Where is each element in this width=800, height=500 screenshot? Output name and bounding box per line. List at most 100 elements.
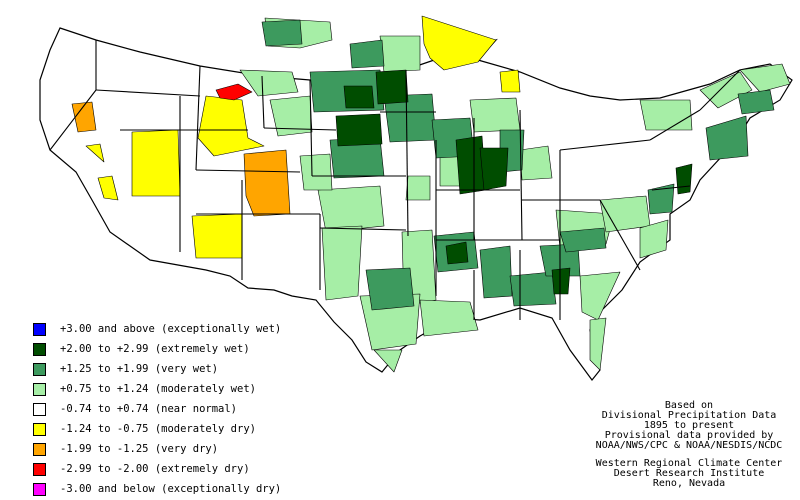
state-line [649, 109, 701, 141]
legend-label: -1.99 to -1.25 (very dry) [60, 443, 219, 455]
legend-row-extremely-dry: -2.99 to -2.00 (extremely dry) [33, 459, 333, 479]
division [559, 227, 607, 253]
legend-swatch [33, 442, 46, 456]
division [299, 153, 333, 191]
state-line [559, 139, 651, 151]
division [375, 69, 409, 105]
moderately-wet-divisions [239, 17, 791, 373]
legend-row-exceptionally-dry: -3.00 and below (exceptionally dry) [33, 479, 333, 499]
division [343, 85, 375, 109]
division [191, 213, 243, 259]
credit-line: Desert Research Institute [613, 468, 765, 479]
legend-swatch [33, 462, 46, 476]
credit-line: Western Regional Climate Center [595, 458, 783, 469]
division [739, 63, 791, 93]
credits: Based on Divisional Precipitation Data 1… [582, 401, 796, 489]
division [71, 101, 97, 133]
legend-row-extremely-wet: +2.00 to +2.99 (extremely wet) [33, 339, 333, 359]
legend-swatch [33, 362, 46, 376]
credit-line: Reno, Nevada [652, 478, 726, 489]
credit-line: 1895 to present [643, 420, 735, 431]
very-dry-divisions [71, 101, 291, 217]
division [699, 71, 753, 109]
division [215, 83, 253, 101]
state-line [519, 109, 523, 241]
division [519, 145, 553, 181]
division [243, 149, 291, 217]
division [469, 97, 521, 133]
division [405, 175, 431, 201]
legend-row-moderately-wet: +0.75 to +1.24 (moderately wet) [33, 379, 333, 399]
extremely-dry-divisions [215, 83, 253, 101]
division [639, 219, 669, 259]
legend-swatch [33, 322, 46, 336]
legend-label: -2.99 to -2.00 (extremely dry) [60, 463, 250, 475]
state-line [699, 69, 741, 111]
division [97, 175, 119, 201]
credit-line: Based on [664, 400, 714, 411]
state-line [309, 79, 313, 177]
legend-label: +3.00 and above (exceptionally wet) [60, 323, 282, 335]
division [317, 185, 385, 233]
extremely-wet-divisions [335, 69, 693, 295]
division [499, 69, 521, 93]
division [479, 245, 513, 299]
state-boundaries [49, 40, 741, 320]
division [239, 69, 299, 97]
division [589, 317, 607, 371]
division [321, 225, 363, 301]
legend-row-moderately-dry: -1.24 to -0.75 (moderately dry) [33, 419, 333, 439]
division [509, 271, 557, 307]
division [131, 129, 181, 197]
division [419, 299, 479, 337]
legend-label: -3.00 and below (exceptionally dry) [60, 483, 282, 495]
state-line [599, 199, 641, 271]
division [551, 267, 571, 295]
division [379, 35, 421, 73]
division [197, 95, 265, 157]
division [365, 267, 415, 311]
legend-row-near-normal: -0.74 to +0.74 (near normal) [33, 399, 333, 419]
legend-row-very-wet: +1.25 to +1.99 (very wet) [33, 359, 333, 379]
division [479, 147, 509, 191]
credit-line: Provisional data provided by [604, 430, 774, 441]
state-line [95, 89, 201, 97]
state-line [651, 185, 691, 191]
legend: +3.00 and above (exceptionally wet) +2.0… [33, 319, 333, 499]
credit-line: Divisional Precipitation Data [601, 410, 777, 421]
legend-swatch [33, 402, 46, 416]
state-line [405, 69, 409, 237]
credit-line: NOAA/NWS/CPC & NOAA/NESDIS/NCDC [595, 440, 783, 451]
division [737, 89, 775, 115]
division [269, 95, 313, 137]
division [335, 113, 383, 147]
state-line [195, 65, 201, 171]
legend-label: -0.74 to +0.74 (near normal) [60, 403, 238, 415]
legend-label: +1.25 to +1.99 (very wet) [60, 363, 219, 375]
legend-swatch [33, 342, 46, 356]
legend-label: +2.00 to +2.99 (extremely wet) [60, 343, 250, 355]
division [675, 163, 693, 195]
division [373, 349, 403, 373]
legend-label: -1.24 to -0.75 (moderately dry) [60, 423, 256, 435]
state-line [263, 127, 337, 131]
division [85, 143, 105, 163]
state-line [261, 75, 265, 129]
division [705, 115, 749, 161]
division [639, 99, 693, 131]
division [445, 241, 469, 265]
division [261, 19, 303, 47]
division [647, 183, 675, 215]
legend-swatch [33, 382, 46, 396]
legend-row-very-dry: -1.99 to -1.25 (very dry) [33, 439, 333, 459]
legend-label: +0.75 to +1.24 (moderately wet) [60, 383, 256, 395]
state-line [195, 169, 301, 173]
legend-swatch [33, 422, 46, 436]
state-line [319, 227, 407, 231]
moderately-dry-divisions [85, 15, 521, 259]
legend-swatch [33, 482, 46, 496]
division [349, 39, 385, 69]
division [421, 15, 497, 71]
legend-row-exceptionally-wet: +3.00 and above (exceptionally wet) [33, 319, 333, 339]
